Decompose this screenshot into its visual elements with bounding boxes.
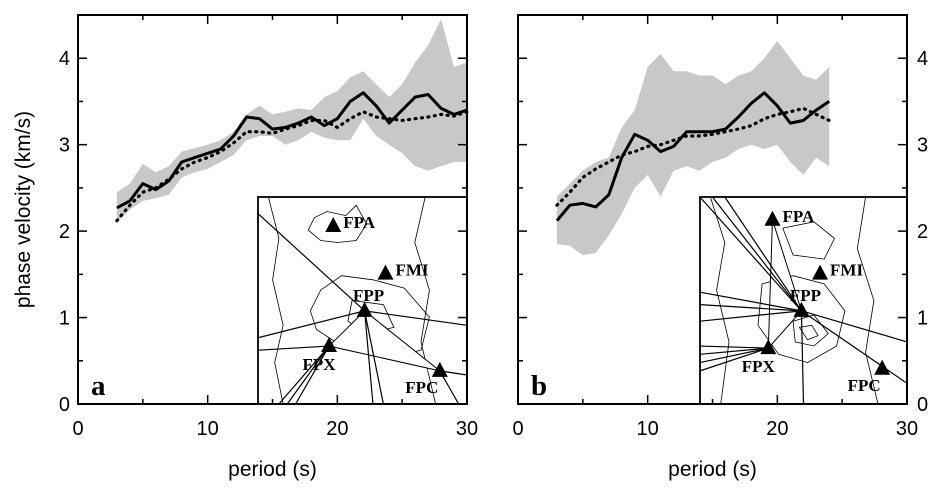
x-tick-label: 30	[456, 418, 478, 440]
x-axis-title: period (s)	[668, 458, 757, 481]
y-axis-title: phase velocity (km/s)	[12, 111, 35, 308]
station-label: FMI	[830, 261, 863, 280]
ray-path	[800, 310, 805, 405]
y-tick-label: 1	[59, 308, 70, 330]
inset-map: FPA FMI FPP FPX FPC	[699, 196, 908, 405]
ray-path	[699, 291, 802, 312]
ray-path	[364, 310, 468, 326]
ray-path	[699, 347, 769, 364]
panel-label: b	[531, 370, 547, 402]
station-label: FPA	[782, 207, 815, 226]
x-tick-label: 20	[766, 418, 788, 440]
x-tick-label: 20	[326, 418, 348, 440]
ray-path	[364, 310, 384, 405]
x-tick-label: 30	[896, 418, 918, 440]
y-tick-label: 2	[59, 221, 70, 243]
station-triangle-icon	[321, 337, 338, 353]
series-dotted-line	[555, 106, 831, 207]
station-triangle-icon	[793, 301, 810, 317]
contour-line	[757, 275, 846, 364]
station-triangle-icon	[325, 216, 342, 232]
ray-path	[286, 345, 330, 405]
panel-label: a	[91, 370, 106, 402]
x-tick-label: 10	[197, 418, 219, 440]
ray-path	[363, 310, 374, 405]
station-triangle-icon	[356, 301, 373, 317]
ray-path	[711, 196, 802, 312]
y-tick-label: 2	[917, 221, 928, 243]
inset-map: FPA FMI FPP FPX FPC	[257, 196, 468, 405]
series-solid-line	[555, 91, 831, 222]
y-tick-label: 4	[59, 48, 70, 70]
uncertainty-band	[116, 19, 468, 223]
station-label: FPC	[848, 376, 881, 395]
x-tick-label: 0	[72, 418, 83, 440]
ray-path	[257, 345, 330, 351]
station-triangle-icon	[377, 264, 394, 280]
ray-wedge	[767, 219, 802, 350]
y-tick-label: 3	[59, 135, 70, 157]
series-solid-line	[116, 91, 468, 210]
station-label: FPC	[405, 378, 438, 397]
ray-path	[699, 347, 769, 372]
y-tick-label: 3	[917, 135, 928, 157]
ray-path	[699, 196, 802, 312]
contour-line	[856, 196, 879, 405]
station-label: FPP	[353, 286, 384, 305]
x-tick-label: 10	[637, 418, 659, 440]
station-label: FPX	[742, 357, 776, 376]
ray-path	[699, 345, 769, 349]
ray-wedge	[328, 310, 441, 372]
station-label: FPA	[343, 213, 376, 232]
x-axis-title: period (s)	[228, 458, 317, 481]
ray-path	[257, 310, 365, 339]
panel-a-chart: FPA FMI FPP FPX FPC 0 10 20 30 0 1 2 3 4 period (s) pha…	[12, 14, 478, 481]
contour-line	[798, 324, 819, 341]
station-triangle-icon	[874, 359, 891, 375]
ray-path	[257, 213, 365, 312]
station-triangle-icon	[812, 264, 829, 280]
station-triangle-icon	[760, 339, 777, 355]
station-label: FMI	[395, 261, 428, 280]
station-label: FPX	[303, 355, 337, 374]
x-tick-label: 0	[512, 418, 523, 440]
ray-path	[801, 310, 908, 384]
ray-path	[724, 196, 802, 312]
y-tick-label: 0	[59, 394, 70, 416]
contour-line	[782, 221, 836, 260]
contour-line	[307, 204, 368, 243]
y-tick-label: 4	[917, 48, 928, 70]
ray-path	[278, 345, 330, 405]
ray-path	[295, 345, 330, 405]
contour-line	[792, 314, 829, 347]
ray-path	[699, 310, 802, 322]
series-dotted-line	[115, 110, 469, 223]
ray-path	[699, 347, 769, 355]
station-triangle-icon	[431, 361, 448, 377]
ray-path	[801, 310, 908, 343]
station-label: FPP	[790, 286, 821, 305]
station-triangle-icon	[764, 210, 781, 226]
y-tick-label: 1	[917, 308, 928, 330]
ray-path	[699, 304, 802, 312]
y-tick-label: 0	[917, 394, 928, 416]
